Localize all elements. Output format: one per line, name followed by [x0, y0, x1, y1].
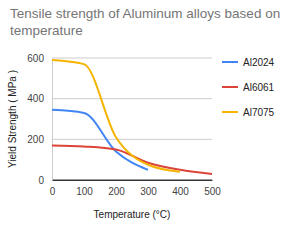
- legend-swatch: [222, 86, 238, 88]
- y-tick-label: 600: [27, 53, 44, 64]
- legend-item: Al7075: [222, 107, 275, 118]
- y-axis-title: Yield Strength ( MPa ): [7, 70, 18, 168]
- y-tick-label: 0: [38, 175, 44, 186]
- y-tick: 0: [38, 175, 52, 186]
- legend-item: Al2024: [222, 57, 275, 68]
- title-line: Tensile strength of Aluminum alloys base…: [10, 6, 280, 21]
- y-tick: 200: [27, 134, 52, 145]
- grid-line: [52, 139, 212, 140]
- title: Tensile strength of Aluminum alloys base…: [10, 6, 280, 38]
- title-line: temperature: [10, 23, 83, 38]
- series-line: [52, 145, 212, 173]
- x-axis-title: Temperature (°C): [94, 209, 171, 220]
- grid-line: [52, 180, 212, 181]
- x-axis-line: [53, 180, 213, 181]
- y-tick-label: 400: [27, 93, 44, 104]
- y-tick: 400: [27, 93, 52, 104]
- legend-swatch: [222, 61, 238, 63]
- x-tick-label: 200: [108, 186, 125, 197]
- x-tick-label: 500: [204, 186, 221, 197]
- legend-item: Al6061: [222, 82, 275, 93]
- legend: Al2024 Al6061 Al7075: [222, 57, 275, 118]
- x-tick: 100: [76, 180, 93, 197]
- y-tick: 600: [27, 53, 52, 64]
- y-tick-label: 200: [27, 134, 44, 145]
- legend-label: Al2024: [243, 57, 275, 68]
- x-tick: 200: [108, 180, 125, 197]
- grid-line: [52, 98, 212, 99]
- x-tick-label: 400: [172, 186, 189, 197]
- plot-area: [52, 60, 212, 174]
- x-tick: 500: [204, 180, 221, 197]
- x-tick-label: 0: [50, 186, 56, 197]
- series-line: [52, 60, 180, 172]
- legend-label: Al7075: [243, 107, 275, 118]
- legend-label: Al6061: [243, 82, 275, 93]
- grid: [52, 58, 212, 180]
- y-axis: 0 200 400 600: [27, 53, 52, 186]
- x-tick: 300: [140, 180, 157, 197]
- y-axis-line: [52, 59, 53, 181]
- x-tick: 0: [50, 180, 56, 197]
- x-tick-label: 300: [140, 186, 157, 197]
- x-tick: 400: [172, 180, 189, 197]
- x-axis: 0 100 200 300 400 500: [50, 180, 222, 197]
- x-tick-label: 100: [76, 186, 93, 197]
- chart: Tensile strength of Aluminum alloys base…: [0, 0, 300, 228]
- series-line: [52, 110, 148, 170]
- grid-line: [52, 58, 212, 59]
- legend-swatch: [222, 111, 238, 113]
